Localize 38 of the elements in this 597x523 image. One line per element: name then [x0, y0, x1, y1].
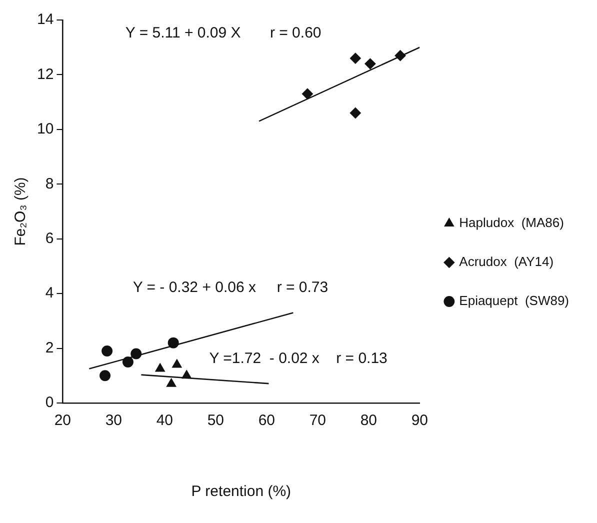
point [166, 378, 176, 387]
point [364, 58, 376, 70]
x-tick-label: 60 [258, 412, 276, 430]
point [172, 359, 182, 368]
legend-label: Acrudox (AY14) [459, 254, 554, 270]
y-tick-label: 2 [45, 339, 54, 356]
y-tick-label: 8 [45, 175, 54, 192]
legend-label: Hapludox (MA86) [459, 215, 564, 230]
annotation: Y =1.72 - 0.02 x r = 0.13 [209, 350, 388, 368]
x-tick-label: 80 [360, 412, 378, 430]
point [155, 363, 165, 372]
point [350, 108, 361, 119]
x-tick-label: 50 [207, 412, 224, 430]
point [182, 370, 192, 379]
x-tick-label: 70 [309, 412, 326, 430]
x-tick-label: 30 [105, 412, 122, 430]
y-tick-label: 0 [45, 394, 54, 412]
point [130, 348, 142, 360]
point [302, 88, 313, 100]
y-axis-title: Fe₂O₃ (%) [12, 177, 30, 246]
point [102, 346, 113, 357]
x-tick-label: 20 [54, 412, 72, 430]
point [100, 370, 111, 382]
point [350, 52, 361, 64]
x-tick-label: 90 [411, 412, 428, 430]
point [394, 50, 406, 62]
annotation: Y = 5.11 + 0.09 X r = 0.60 [125, 24, 322, 42]
y-tick-label: 4 [45, 284, 54, 302]
y-tick-label: 10 [36, 120, 54, 138]
legend-label: Epiaquept (SW89) [459, 293, 570, 308]
x-tick-label: 40 [156, 412, 174, 430]
y-tick-label: 6 [45, 230, 54, 247]
point [122, 356, 134, 368]
point [168, 337, 179, 348]
annotation: Y = - 0.32 + 0.06 x r = 0.73 [132, 279, 328, 296]
y-tick-label: 12 [36, 66, 54, 83]
y-tick-label: 14 [36, 11, 54, 28]
x-axis-title: P retention (%) [191, 483, 292, 500]
